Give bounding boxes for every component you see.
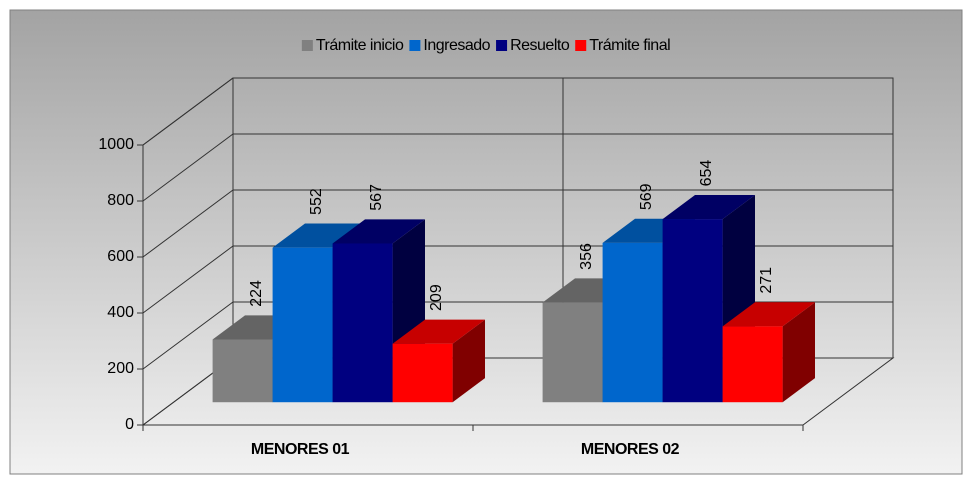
x-tick-label: MENORES 01 — [251, 441, 350, 458]
grid-line — [142, 77, 893, 146]
y-tick-label: 200 — [107, 360, 134, 377]
legend-swatch — [575, 40, 587, 51]
value-label: 224 — [248, 280, 265, 307]
legend-swatch — [301, 40, 313, 51]
bar-top — [662, 194, 755, 220]
legend-label: Trámite final — [589, 37, 670, 54]
bar-top — [392, 319, 485, 344]
value-label: 356 — [578, 243, 595, 270]
value-label: 567 — [368, 184, 385, 211]
bar — [662, 219, 723, 403]
y-tick-label: 800 — [107, 192, 134, 209]
bar — [542, 302, 603, 403]
bar-top — [332, 219, 425, 244]
legend-swatch — [409, 40, 421, 51]
bar — [332, 243, 393, 403]
bar — [272, 247, 333, 403]
legend-label: Ingresado — [423, 37, 490, 54]
bar — [602, 242, 663, 403]
y-tick-label: 0 — [125, 416, 134, 433]
value-label: 552 — [308, 188, 325, 215]
value-label: 654 — [698, 160, 715, 187]
legend-label: Resuelto — [510, 37, 570, 54]
value-label: 209 — [428, 284, 445, 311]
bar — [392, 343, 453, 403]
grid-line — [142, 133, 893, 202]
bar — [722, 326, 783, 403]
bar — [212, 339, 273, 403]
chart-frame — [9, 9, 963, 475]
bar-top — [272, 223, 365, 248]
legend-label: Trámite inicio — [316, 37, 404, 54]
value-label: 569 — [638, 183, 655, 210]
x-tick-label: MENORES 02 — [581, 441, 680, 458]
bar-side — [452, 319, 485, 403]
legend-swatch — [496, 40, 508, 51]
bar-side — [782, 302, 815, 403]
y-tick-label: 1000 — [98, 136, 134, 153]
y-tick-label: 400 — [107, 304, 134, 321]
y-tick-label: 600 — [107, 248, 134, 265]
grid-line — [142, 189, 893, 258]
bar-top — [722, 302, 815, 327]
value-label: 271 — [758, 267, 775, 294]
